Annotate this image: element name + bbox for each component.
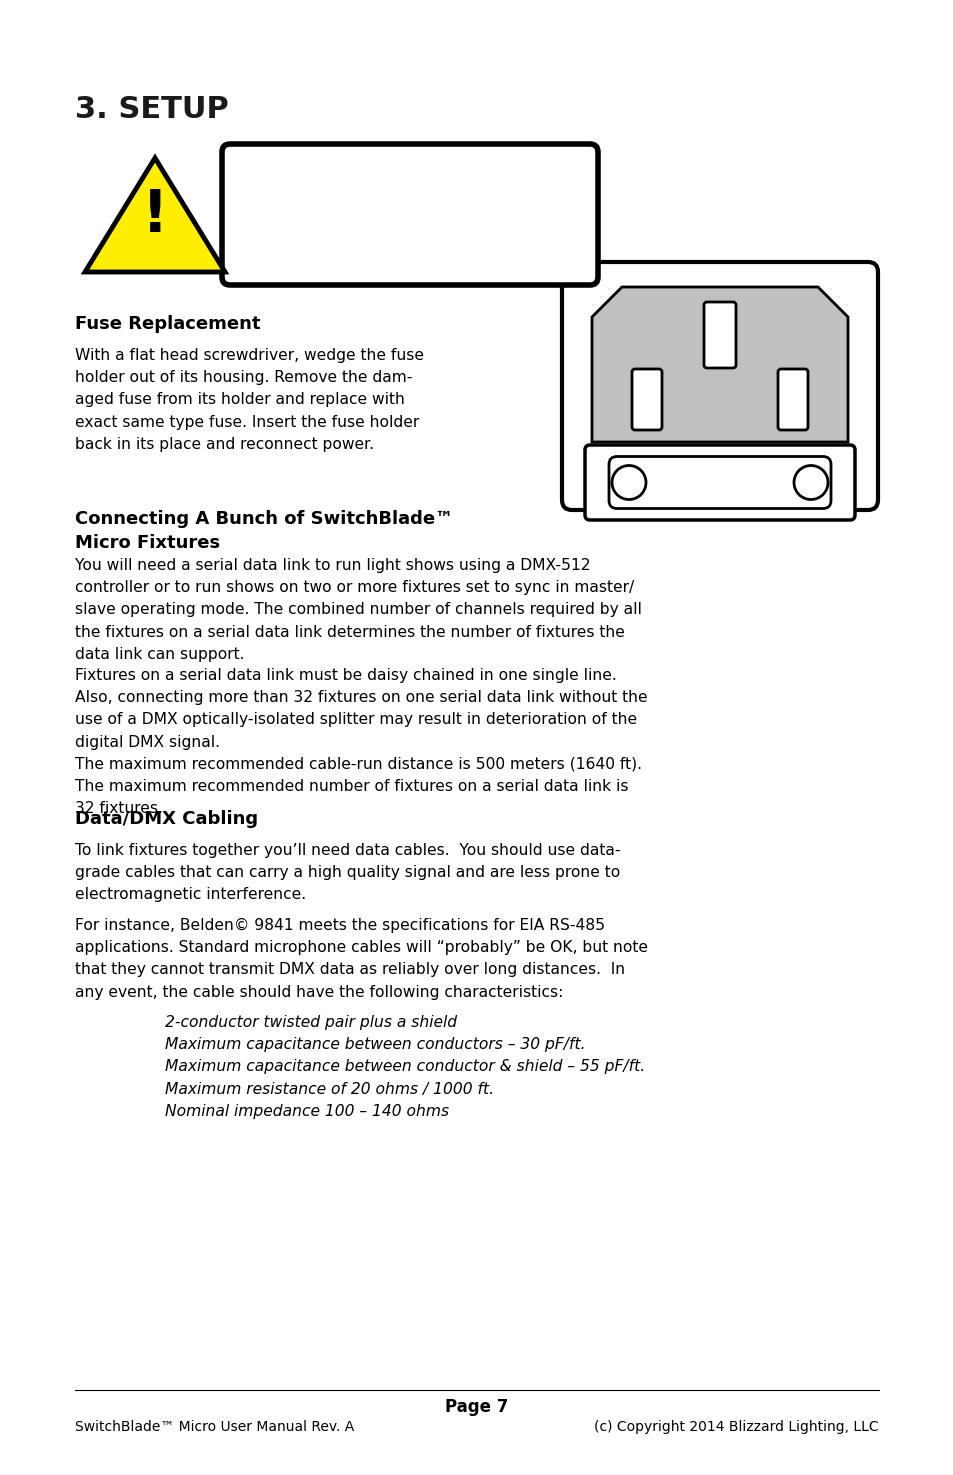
FancyBboxPatch shape (608, 456, 830, 509)
Text: Data/DMX Cabling: Data/DMX Cabling (75, 810, 258, 827)
Text: Page 7: Page 7 (445, 1398, 508, 1416)
FancyBboxPatch shape (778, 369, 807, 431)
Circle shape (793, 466, 827, 500)
Text: For instance, Belden© 9841 meets the specifications for EIA RS-485
applications.: For instance, Belden© 9841 meets the spe… (75, 917, 647, 1000)
Text: Fuse Replacement: Fuse Replacement (75, 316, 260, 333)
FancyBboxPatch shape (561, 263, 877, 510)
Circle shape (612, 466, 645, 500)
Text: With a flat head screwdriver, wedge the fuse
holder out of its housing. Remove t: With a flat head screwdriver, wedge the … (75, 348, 423, 451)
Text: Fixtures on a serial data link must be daisy chained in one single line.
Also, c: Fixtures on a serial data link must be d… (75, 668, 647, 816)
Text: !: ! (142, 186, 168, 243)
Text: Connecting A Bunch of SwitchBlade™
Micro Fixtures: Connecting A Bunch of SwitchBlade™ Micro… (75, 510, 453, 552)
FancyBboxPatch shape (703, 302, 735, 367)
Text: You will need a serial data link to run light shows using a DMX-512
controller o: You will need a serial data link to run … (75, 558, 641, 662)
Polygon shape (85, 158, 225, 271)
Text: SwitchBlade™ Micro User Manual Rev. A: SwitchBlade™ Micro User Manual Rev. A (75, 1420, 354, 1434)
Text: Before replacing a fuse, disconnect
power cord.  ALWAYS replace with the
same ty: Before replacing a fuse, disconnect powe… (272, 184, 548, 245)
Text: (c) Copyright 2014 Blizzard Lighting, LLC: (c) Copyright 2014 Blizzard Lighting, LL… (594, 1420, 878, 1434)
FancyBboxPatch shape (222, 145, 598, 285)
Text: 2-conductor twisted pair plus a shield
Maximum capacitance between conductors – : 2-conductor twisted pair plus a shield M… (165, 1015, 644, 1120)
FancyBboxPatch shape (584, 445, 854, 521)
FancyBboxPatch shape (631, 369, 661, 431)
Text: 3. SETUP: 3. SETUP (75, 94, 229, 124)
Polygon shape (592, 288, 847, 442)
Text: To link fixtures together you’ll need data cables.  You should use data-
grade c: To link fixtures together you’ll need da… (75, 844, 619, 903)
